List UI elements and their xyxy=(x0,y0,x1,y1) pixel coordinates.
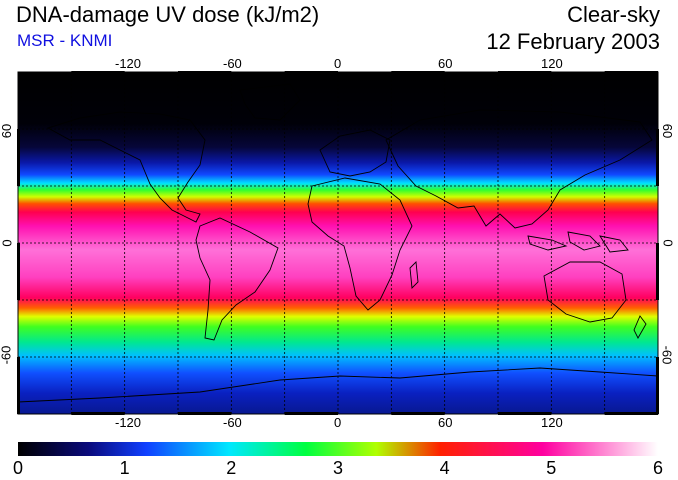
lon-label-bottom: -60 xyxy=(223,415,242,430)
lon-label-top: 120 xyxy=(541,56,563,71)
frame-bar xyxy=(656,243,659,300)
lon-label-top: -120 xyxy=(115,56,142,71)
frame-bar xyxy=(71,412,125,415)
colorbar-tick-label: 1 xyxy=(119,458,130,478)
graticule xyxy=(18,72,658,414)
source-label: MSR - KNMI xyxy=(17,31,113,50)
frame-bar xyxy=(17,243,20,300)
lon-label-bottom: 120 xyxy=(541,415,563,430)
frame-bar xyxy=(284,412,338,415)
colorbar-tick-label: 2 xyxy=(226,458,237,478)
frame-bar xyxy=(284,71,338,74)
colorbar-tick-label: 6 xyxy=(652,458,664,478)
frame-bar xyxy=(391,412,445,415)
lon-label-bottom: 60 xyxy=(438,415,453,430)
colorbar-tick-label: 3 xyxy=(332,458,344,478)
frame-tick-bars xyxy=(17,71,659,415)
lon-label-top: 0 xyxy=(334,56,342,71)
colorbar-tick-label: 5 xyxy=(546,458,557,478)
frame-bar xyxy=(656,357,659,414)
lon-label-bottom: -120 xyxy=(115,415,142,430)
frame-bar xyxy=(498,412,552,415)
frame-bar xyxy=(391,71,445,74)
frame-bar xyxy=(17,129,20,186)
lat-label-left: 60 xyxy=(0,123,15,139)
colorbar-tick-label: 0 xyxy=(12,458,24,478)
lat-label-right: 0 xyxy=(660,239,676,247)
sky-condition-label: Clear-sky xyxy=(567,2,660,27)
frame-bar xyxy=(178,71,232,74)
frame-bar xyxy=(178,412,232,415)
frame-bar xyxy=(71,71,125,74)
frame-bar xyxy=(498,71,552,74)
lon-label-bottom: 0 xyxy=(334,415,342,430)
coastlines xyxy=(18,83,658,403)
colorbar xyxy=(18,442,658,456)
frame-bar xyxy=(604,71,658,74)
lat-label-right: -60 xyxy=(659,345,675,365)
date-label: 12 February 2003 xyxy=(486,29,660,54)
frame-bar xyxy=(17,357,20,414)
lon-label-top: 60 xyxy=(438,56,453,71)
lon-label-top: -60 xyxy=(223,56,242,71)
lat-label-left: 0 xyxy=(0,239,15,247)
frame-bar xyxy=(604,412,658,415)
map-title: DNA-damage UV dose (kJ/m2) xyxy=(16,2,320,27)
colorbar-tick-label: 4 xyxy=(439,458,450,478)
lat-label-left: -60 xyxy=(0,345,14,365)
lat-label-right: 60 xyxy=(660,123,676,139)
frame-bar xyxy=(656,129,659,186)
